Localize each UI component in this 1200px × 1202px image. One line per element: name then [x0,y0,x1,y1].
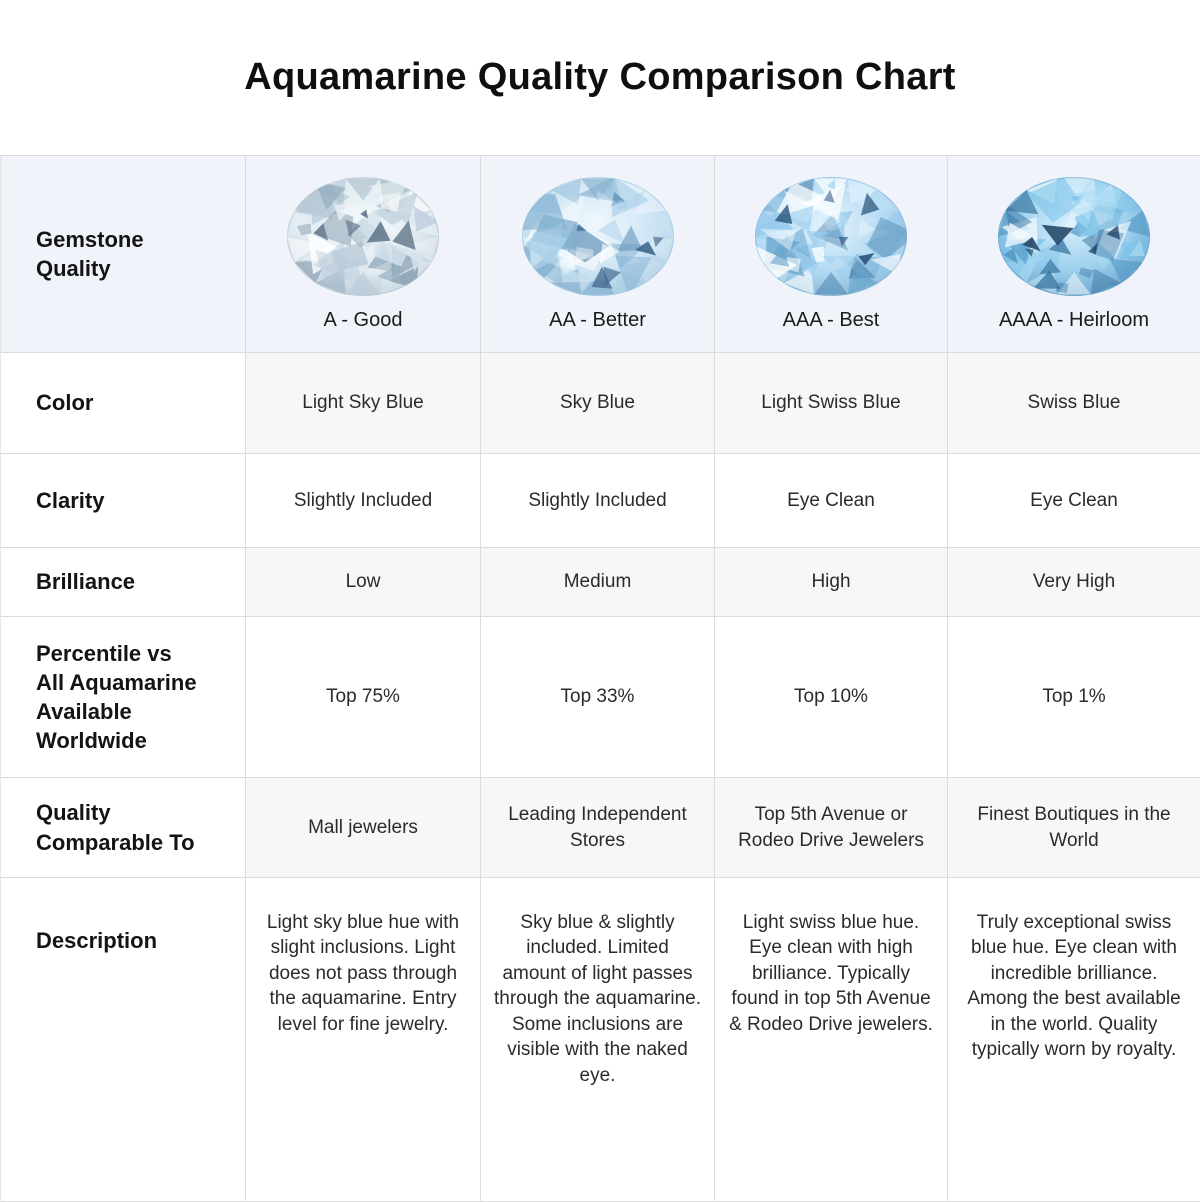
grade-caption-aaaa: AAAA - Heirloom [998,308,1150,331]
row-label-quality-comparable: Quality Comparable To [1,778,246,878]
clarity-value-aaa: Eye Clean [715,454,948,548]
table-row-color: Color Light Sky Blue Sky Blue Light Swis… [1,353,1200,454]
brilliance-value-aaaa: Very High [948,548,1200,617]
percentile-value-aaaa: Top 1% [948,617,1200,778]
color-value-aaa: Light Swiss Blue [715,353,948,454]
title-band: Aquamarine Quality Comparison Chart [0,0,1200,155]
table-row-quality-comparable: Quality Comparable To Mall jewelers Lead… [1,778,1200,878]
row-label-brilliance: Brilliance [1,548,246,617]
comparable-value-aaa: Top 5th Avenue or Rodeo Drive Jewelers [715,778,948,878]
percentile-value-aa: Top 33% [481,617,715,778]
color-value-a: Light Sky Blue [246,353,481,454]
description-value-aa: Sky blue & slightly included. Limited am… [481,878,715,1202]
comparable-value-aaaa: Finest Boutiques in the World [948,778,1200,878]
percentile-value-a: Top 75% [246,617,481,778]
color-value-aa: Sky Blue [481,353,715,454]
grade-caption-aa: AA - Better [549,308,646,331]
table-row-brilliance: Brilliance Low Medium High Very High [1,548,1200,617]
grade-cell-aaa: AAA - Best [715,156,948,353]
description-value-aaa: Light swiss blue hue. Eye clean with hig… [715,878,948,1202]
gem-svg [521,176,674,296]
row-label-color: Color [1,353,246,454]
percentile-value-aaa: Top 10% [715,617,948,778]
grade-cell-aaaa: AAAA - Heirloom [948,156,1200,353]
brilliance-value-aa: Medium [481,548,715,617]
gem-svg [997,176,1151,296]
row-label-percentile: Percentile vs All Aquamarine Available W… [1,617,246,778]
comparable-value-aa: Leading Independent Stores [481,778,715,878]
aquamarine-gem-aa-image [520,175,676,298]
aquamarine-gem-a-image [285,175,441,298]
row-label-gemstone-quality: Gemstone Quality [1,156,246,353]
grade-caption-aaa: AAA - Best [782,308,880,331]
description-value-aaaa: Truly exceptional swiss blue hue. Eye cl… [948,878,1200,1202]
clarity-value-aa: Slightly Included [481,454,715,548]
grade-cell-aa: AA - Better [481,156,715,353]
clarity-value-aaaa: Eye Clean [948,454,1200,548]
table-row-percentile: Percentile vs All Aquamarine Available W… [1,617,1200,778]
clarity-value-a: Slightly Included [246,454,481,548]
grade-cell-a: A - Good [246,156,481,353]
gem-svg [754,176,908,296]
color-value-aaaa: Swiss Blue [948,353,1200,454]
table-row-clarity: Clarity Slightly Included Slightly Inclu… [1,454,1200,548]
table-row-gemstone-quality: Gemstone Quality A - Good AA - Better AA… [1,156,1200,353]
row-label-description: Description [1,878,246,1202]
aquamarine-gem-aaa-image [753,175,909,298]
quality-comparison-table: Gemstone Quality A - Good AA - Better AA… [0,155,1200,1202]
page-title: Aquamarine Quality Comparison Chart [244,56,956,98]
brilliance-value-a: Low [246,548,481,617]
comparable-value-a: Mall jewelers [246,778,481,878]
table-row-description: Description Light sky blue hue with slig… [1,878,1200,1202]
row-label-clarity: Clarity [1,454,246,548]
gem-svg [286,176,440,296]
grade-caption-a: A - Good [323,308,403,331]
brilliance-value-aaa: High [715,548,948,617]
aquamarine-gem-aaaa-image [996,175,1152,298]
description-value-a: Light sky blue hue with slight inclusion… [246,878,481,1202]
